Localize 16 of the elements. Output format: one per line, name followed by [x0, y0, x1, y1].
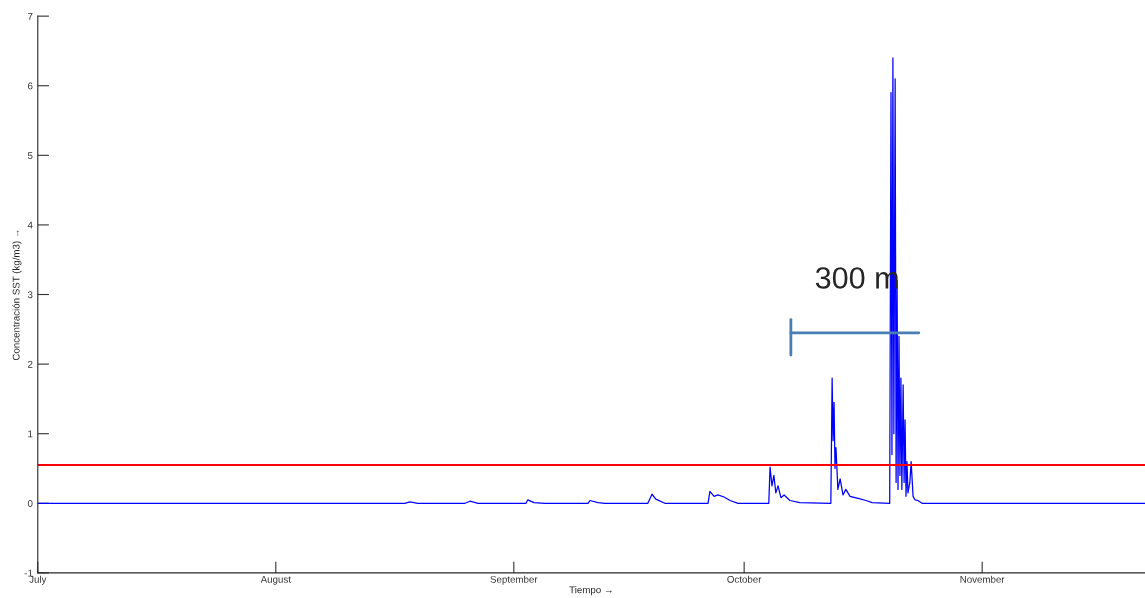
- y-tick-label: 2: [28, 360, 33, 368]
- y-tick-label: 5: [27, 152, 33, 159]
- x-axis-title: Tiempo →: [569, 586, 612, 596]
- y-tick-label: 4: [27, 221, 33, 229]
- y-tick-label: 6: [28, 82, 33, 90]
- y-tick-label: 7: [28, 12, 33, 20]
- y-tick-label: -1: [24, 569, 33, 577]
- y-tick-label: 3: [27, 291, 33, 299]
- x-tick-label: August: [260, 576, 291, 585]
- y-axis-title: Concentración SST (kg/m3) →: [12, 230, 22, 361]
- x-tick-label: July: [29, 575, 47, 585]
- x-tick-label: November: [960, 575, 1005, 583]
- x-tick-label: October: [727, 575, 762, 583]
- y-tick-label: 0: [27, 500, 33, 507]
- y-tick-label: 1: [28, 430, 33, 438]
- x-tick-label: September: [490, 575, 538, 585]
